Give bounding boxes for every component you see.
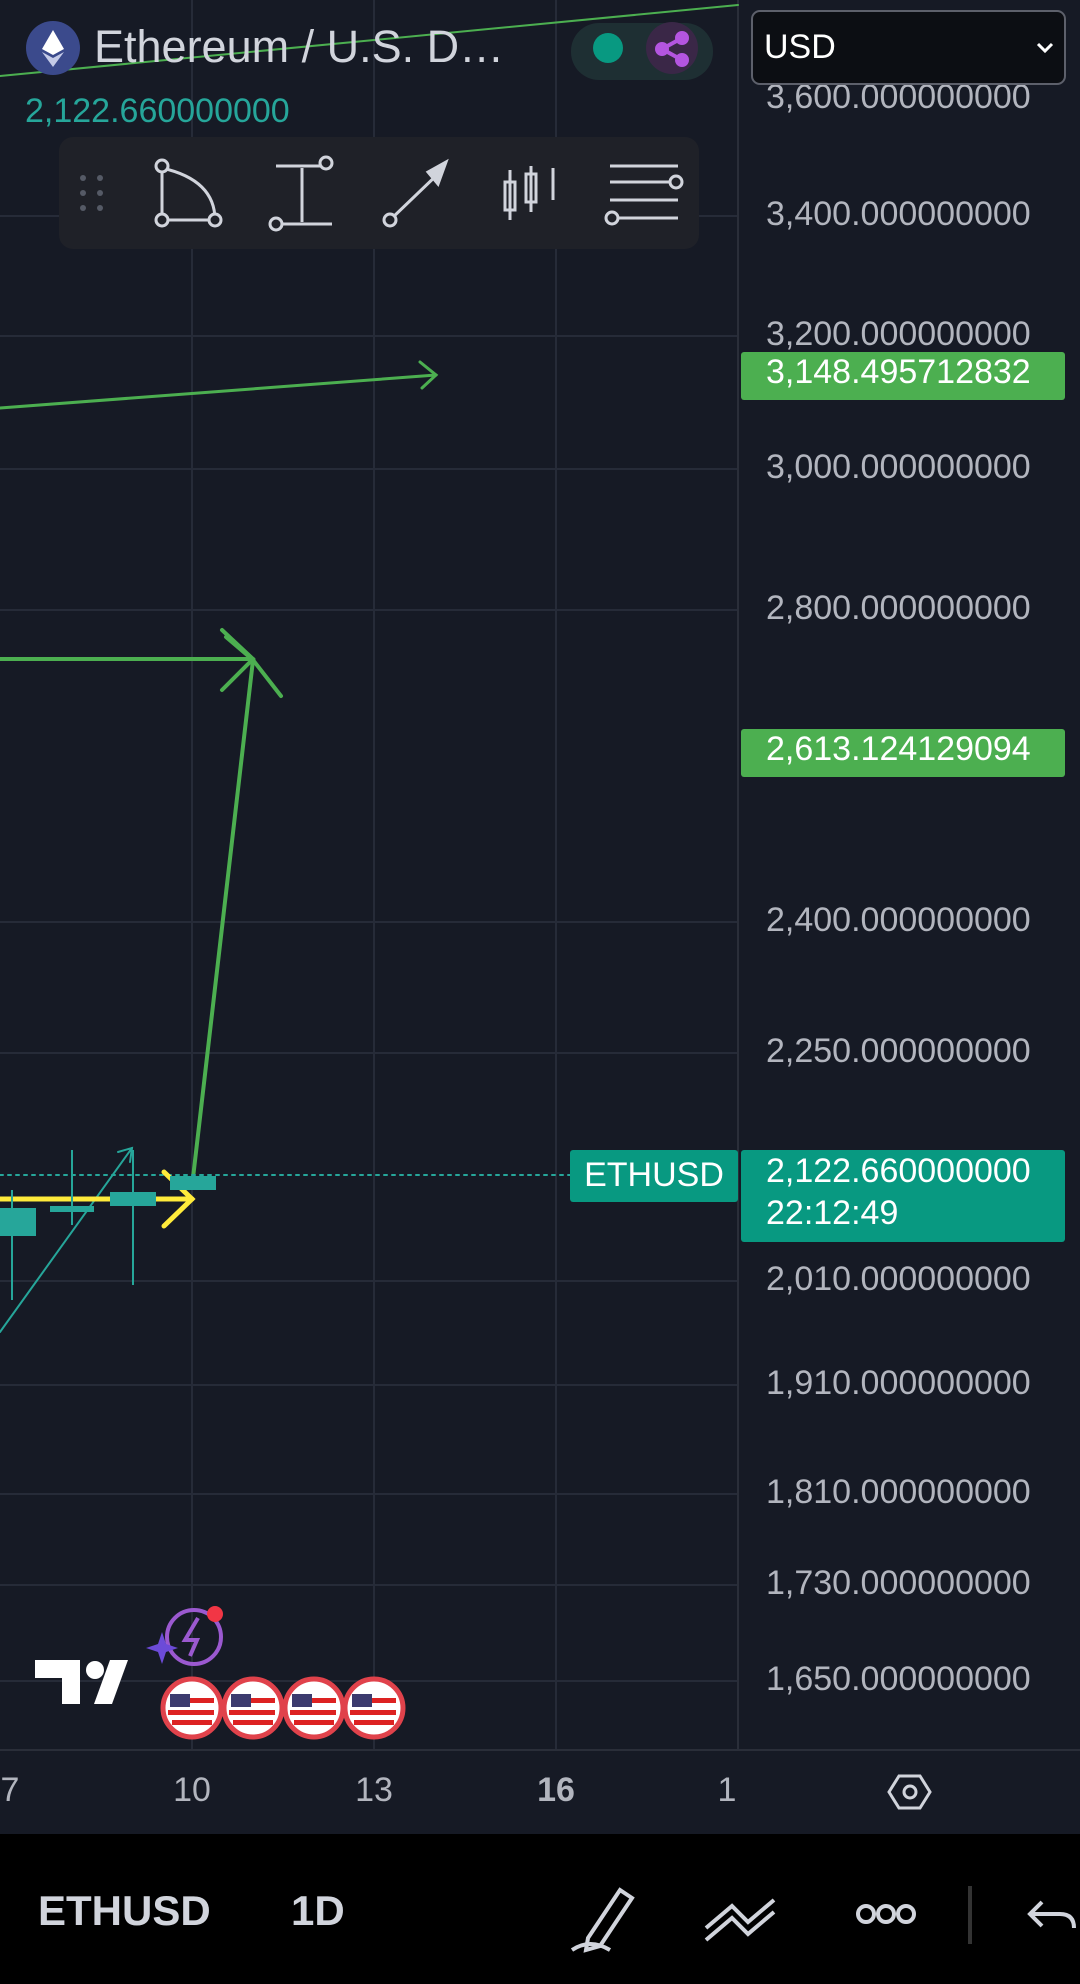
grid (0, 0, 739, 1750)
drag-handle (80, 175, 103, 211)
symbol-badge-text: ETHUSD (584, 1156, 724, 1194)
currency-text: USD (764, 28, 836, 66)
price-label: 2,400.000000000 (766, 901, 1031, 939)
level-badge-text: 2,613.124129094 (766, 730, 1031, 768)
market-status (593, 33, 623, 63)
settings-button[interactable] (887, 1774, 932, 1810)
time-label: 10 (173, 1771, 211, 1809)
eth-glyph (42, 30, 64, 55)
bottom-interval[interactable]: 1D (291, 1887, 345, 1934)
share-icon (655, 31, 689, 67)
price-label: 3,200.000000000 (766, 315, 1031, 353)
toolbar-icons (154, 155, 684, 232)
price-label: 3,000.000000000 (766, 448, 1031, 486)
eth-glyph (42, 52, 64, 67)
price-badge (741, 1150, 1065, 1242)
last-price: 2,122.660000000 (25, 92, 290, 130)
dropdown-caret (1036, 42, 1054, 54)
level-badge (741, 352, 1065, 400)
price-label: 1,910.000000000 (766, 1364, 1031, 1402)
level-badge-text: 3,148.495712832 (766, 353, 1031, 391)
symbol-title[interactable]: Ethereum / U.S. D… (94, 21, 504, 72)
economic-events[interactable] (160, 1676, 406, 1740)
price-label: 1,810.000000000 (766, 1473, 1031, 1511)
time-label: 1 (718, 1771, 737, 1809)
tradingview-logo[interactable] (35, 1660, 128, 1704)
ai-bolt (181, 1616, 201, 1657)
bottom-symbol[interactable]: ETHUSD (38, 1887, 211, 1934)
level-badge (741, 729, 1065, 777)
symbol-badge (570, 1150, 738, 1202)
candles (0, 1150, 216, 1300)
time-label: 7 (1, 1771, 20, 1809)
price-label: 2,250.000000000 (766, 1032, 1031, 1070)
time-label: 16 (537, 1771, 575, 1809)
drawing-toolbar (59, 137, 699, 249)
price-label: 1,650.000000000 (766, 1660, 1031, 1698)
time-label: 13 (355, 1771, 393, 1809)
current-price: 2,122.660000000 (766, 1152, 1031, 1190)
ai-icon[interactable] (165, 1608, 223, 1666)
currency-select[interactable] (751, 10, 1066, 85)
countdown: 22:12:49 (766, 1194, 898, 1232)
notification-dot (207, 1606, 223, 1622)
price-label: 1,730.000000000 (766, 1564, 1031, 1602)
price-label: 2,010.000000000 (766, 1260, 1031, 1298)
sparkle (146, 1632, 178, 1664)
share-button[interactable] (646, 22, 698, 74)
price-label: 2,800.000000000 (766, 589, 1031, 627)
chart-background (0, 0, 1080, 1834)
price-label: 3,400.000000000 (766, 195, 1031, 233)
bottom-icons[interactable] (570, 1886, 1076, 1953)
settings-icon (902, 1784, 918, 1800)
price-axis: 3,600.000000000 3,400.000000000 3,200.00… (766, 78, 1031, 1698)
